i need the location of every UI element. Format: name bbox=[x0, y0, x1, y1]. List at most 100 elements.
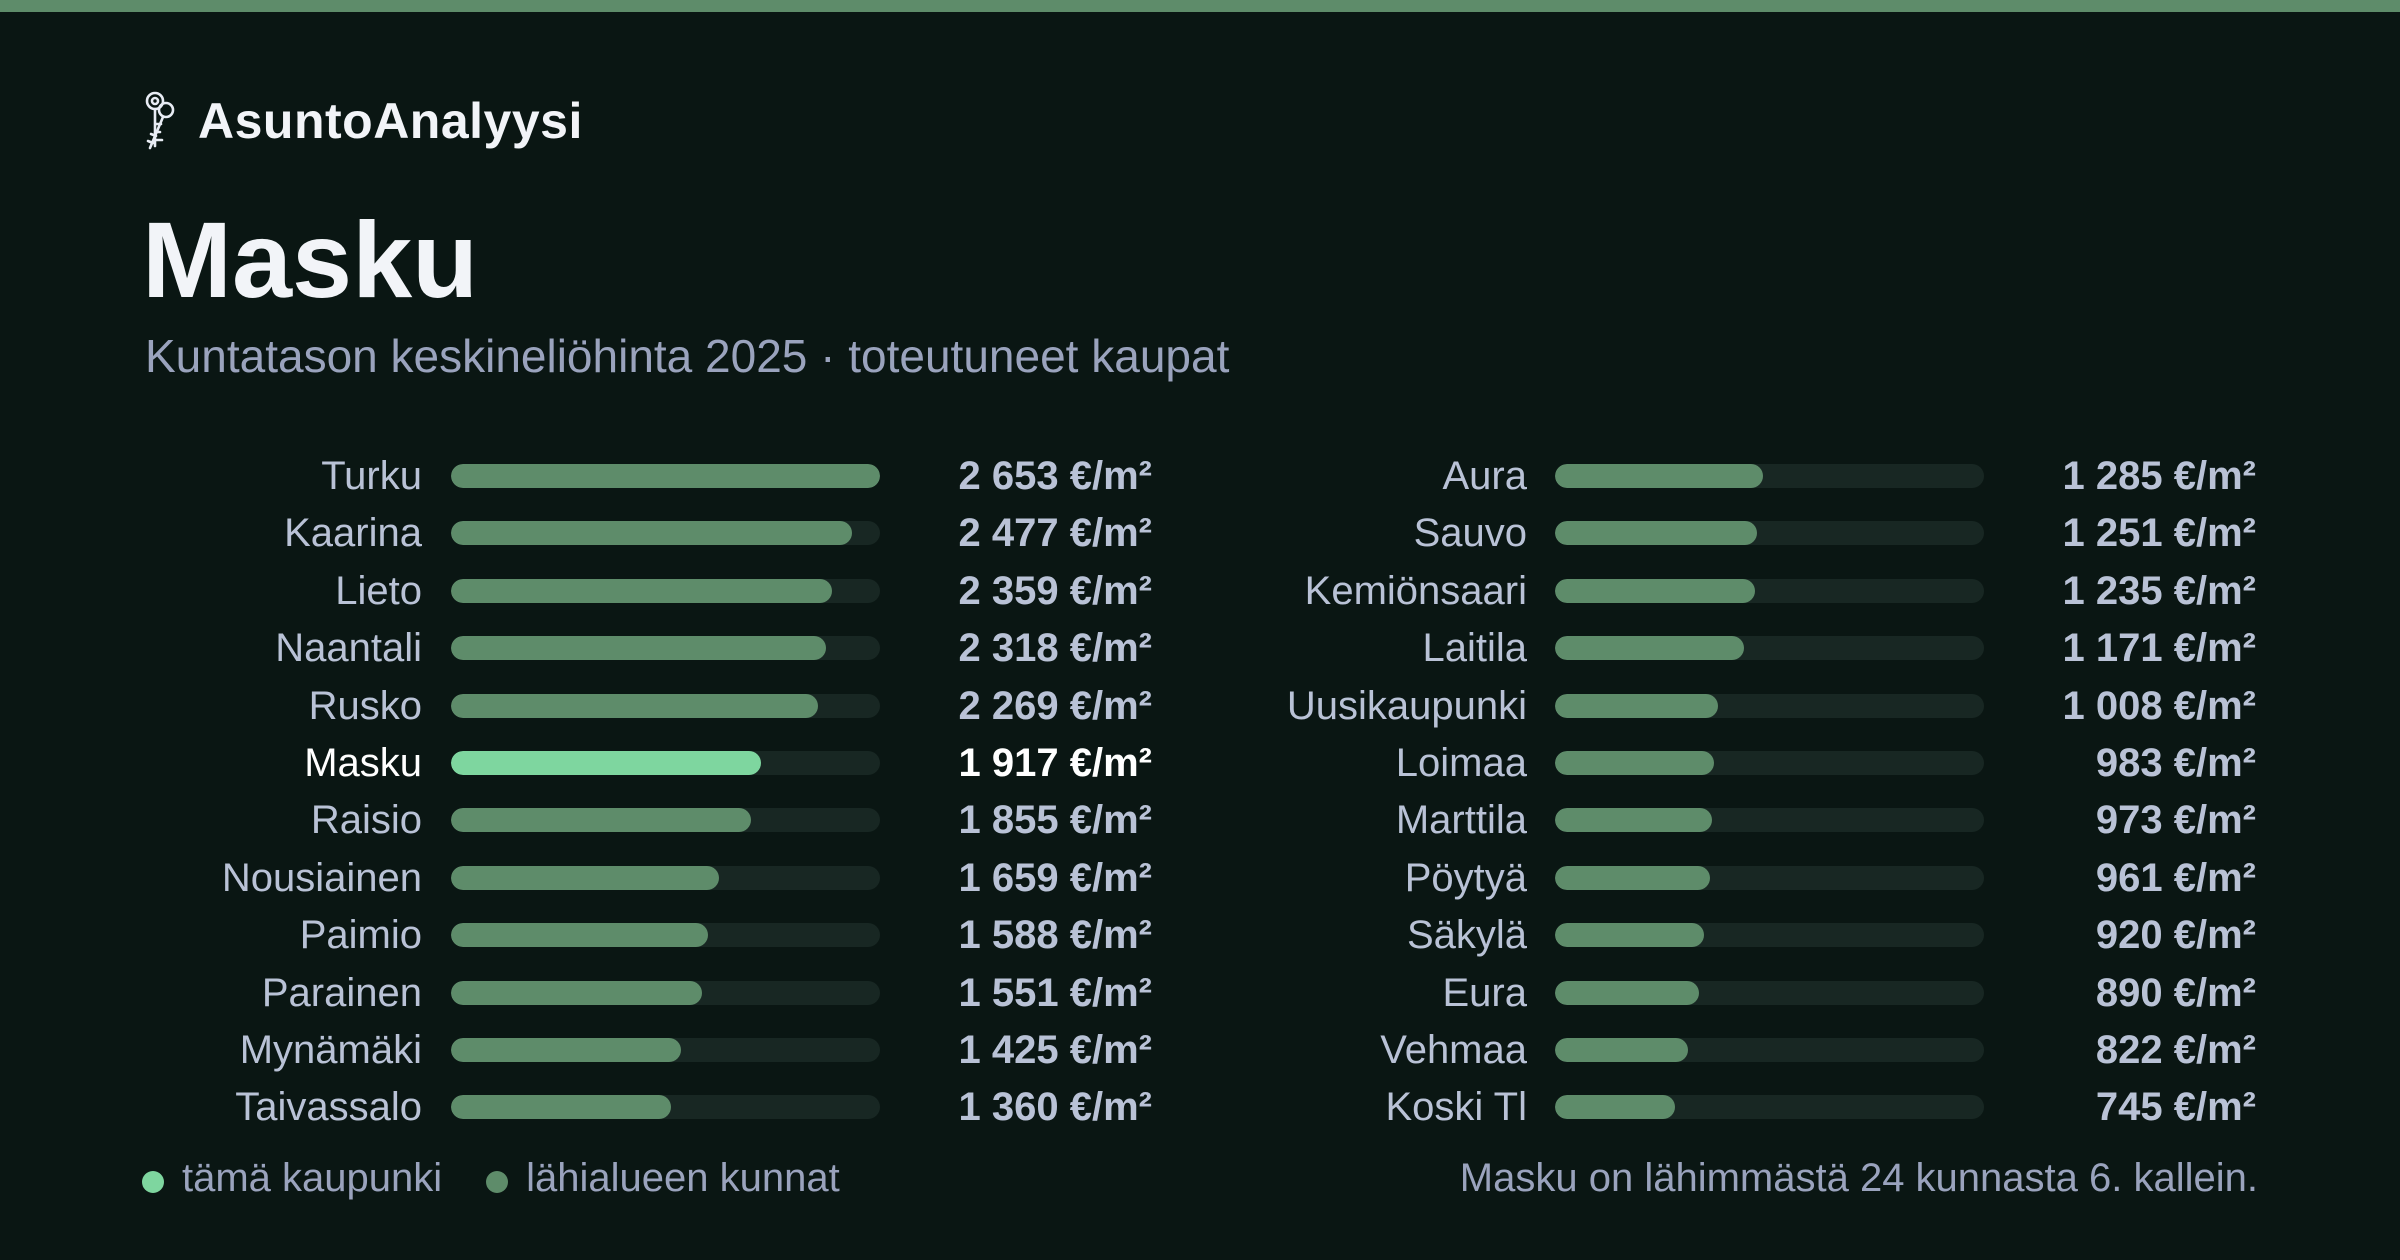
bar-value-label: 1 251 €/m² bbox=[2062, 511, 2256, 555]
bar-value-label: 1 008 €/m² bbox=[2062, 684, 2256, 728]
bar-value-label: 961 €/m² bbox=[2095, 856, 2256, 900]
bar-track bbox=[451, 751, 880, 775]
bar-track bbox=[1555, 579, 1984, 603]
bar-row: Aura 1 285 €/m² bbox=[1167, 448, 2257, 504]
bar-value-label: 1 917 €/m² bbox=[958, 741, 1152, 785]
bar-category-label: Laitila bbox=[1422, 626, 1527, 670]
bar-category-label: Raisio bbox=[310, 798, 422, 842]
bar-fill bbox=[1555, 1095, 1675, 1119]
bar-row: Sauvo 1 251 €/m² bbox=[1167, 505, 2256, 561]
bar-track bbox=[1555, 1095, 1984, 1119]
bar-value-label: 2 477 €/m² bbox=[958, 511, 1152, 555]
bar-row: Naantali 2 318 €/m² bbox=[62, 620, 1152, 676]
bar-value-label: 1 855 €/m² bbox=[958, 798, 1152, 842]
bar-row: Turku 2 653 €/m² bbox=[62, 448, 1152, 504]
bar-track bbox=[451, 923, 880, 947]
bar-value-label: 2 318 €/m² bbox=[958, 626, 1152, 670]
bar-fill bbox=[1555, 464, 1763, 488]
bar-track bbox=[451, 1095, 880, 1119]
bar-track bbox=[1555, 866, 1984, 890]
bar-value-label: 822 €/m² bbox=[2095, 1028, 2256, 1072]
bar-track bbox=[451, 464, 880, 488]
bar-track bbox=[451, 694, 880, 718]
bar-row: Rusko 2 269 €/m² bbox=[62, 678, 1152, 734]
bar-row: Mynämäki 1 425 €/m² bbox=[62, 1022, 1152, 1078]
bar-value-label: 983 €/m² bbox=[2095, 741, 2256, 785]
bar-category-label: Aura bbox=[1442, 454, 1528, 498]
top-accent-stripe bbox=[0, 0, 2400, 12]
bar-track bbox=[451, 579, 880, 603]
bar-row: Kaarina 2 477 €/m² bbox=[62, 505, 1152, 561]
bar-value-label: 1 235 €/m² bbox=[2062, 569, 2256, 613]
bar-row: Vehmaa 822 €/m² bbox=[1167, 1022, 2256, 1078]
bar-row: Säkylä 920 €/m² bbox=[1167, 907, 2256, 963]
bar-category-label: Pöytyä bbox=[1404, 856, 1527, 900]
bar-track bbox=[451, 981, 880, 1005]
bar-value-label: 920 €/m² bbox=[2095, 913, 2256, 957]
bar-fill bbox=[451, 464, 880, 488]
bar-value-label: 1 425 €/m² bbox=[958, 1028, 1152, 1072]
bar-row: Laitila 1 171 €/m² bbox=[1167, 620, 2256, 676]
bar-track bbox=[1555, 521, 1984, 545]
bar-fill bbox=[1555, 751, 1714, 775]
legend-dot-nearby bbox=[486, 1171, 509, 1193]
bar-value-label: 1 659 €/m² bbox=[958, 856, 1152, 900]
legend-item-nearby: lähialueen kunnat bbox=[486, 1156, 840, 1201]
bar-category-label: Nousiainen bbox=[221, 856, 422, 900]
legend-item-this-city: tämä kaupunki bbox=[142, 1156, 442, 1201]
bar-fill bbox=[451, 694, 818, 718]
bar-row: Taivassalo 1 360 €/m² bbox=[62, 1079, 1152, 1135]
bar-value-label: 2 269 €/m² bbox=[958, 684, 1152, 728]
bar-value-label: 1 588 €/m² bbox=[958, 913, 1152, 957]
bar-fill bbox=[1555, 694, 1718, 718]
bar-fill bbox=[451, 981, 702, 1005]
bar-value-label: 1 171 €/m² bbox=[2062, 626, 2256, 670]
legend-dot-highlight bbox=[142, 1171, 164, 1193]
bar-fill bbox=[1555, 866, 1710, 890]
bar-category-label: Turku bbox=[321, 454, 422, 498]
bar-category-label: Kaarina bbox=[284, 511, 422, 555]
bar-fill bbox=[1555, 981, 1699, 1005]
bar-category-label: Kemiönsaari bbox=[1304, 569, 1527, 613]
chart-legend: tämä kaupunki lähialueen kunnat bbox=[142, 1150, 884, 1206]
bar-value-label: 2 359 €/m² bbox=[958, 569, 1152, 613]
page-subtitle: Kuntatason keskineliöhinta 2025 · toteut… bbox=[145, 330, 1230, 382]
bar-value-label: 2 653 €/m² bbox=[958, 454, 1152, 498]
bar-row: Parainen 1 551 €/m² bbox=[62, 965, 1152, 1021]
bar-track bbox=[1555, 751, 1984, 775]
bar-value-label: 1 360 €/m² bbox=[958, 1085, 1152, 1129]
bar-fill bbox=[1555, 579, 1755, 603]
bar-category-label: Taivassalo bbox=[235, 1085, 422, 1129]
ranking-footnote: Masku on lähimmästä 24 kunnasta 6. kalle… bbox=[1459, 1156, 2258, 1200]
bar-category-label: Parainen bbox=[261, 971, 422, 1015]
bar-category-label: Masku bbox=[304, 741, 422, 785]
bar-value-label: 890 €/m² bbox=[2095, 971, 2256, 1015]
bar-track bbox=[1555, 923, 1984, 947]
bar-row: Pöytyä 961 €/m² bbox=[1167, 850, 2256, 906]
bar-fill bbox=[1555, 808, 1712, 832]
bar-track bbox=[1555, 694, 1984, 718]
bar-track bbox=[451, 636, 880, 660]
page-title: Masku bbox=[142, 199, 479, 320]
bar-category-label: Lieto bbox=[335, 569, 422, 613]
bar-track bbox=[451, 866, 880, 890]
bar-row: Nousiainen 1 659 €/m² bbox=[62, 850, 1152, 906]
bar-track bbox=[451, 521, 880, 545]
bar-category-label: Koski Tl bbox=[1385, 1085, 1527, 1129]
bar-fill bbox=[1555, 923, 1704, 947]
bar-track bbox=[1555, 636, 1984, 660]
bar-track bbox=[451, 1038, 880, 1062]
bar-fill bbox=[451, 808, 751, 832]
bar-row: Marttila 973 €/m² bbox=[1167, 792, 2256, 848]
bar-category-label: Eura bbox=[1442, 971, 1528, 1015]
bar-row: Paimio 1 588 €/m² bbox=[62, 907, 1152, 963]
bar-category-label: Loimaa bbox=[1395, 741, 1527, 785]
bar-category-label: Rusko bbox=[308, 684, 422, 728]
bar-row: Lieto 2 359 €/m² bbox=[62, 563, 1152, 619]
bar-fill bbox=[451, 751, 761, 775]
bar-fill bbox=[451, 1095, 671, 1119]
bar-value-label: 973 €/m² bbox=[2095, 798, 2256, 842]
bar-fill bbox=[451, 579, 832, 603]
bar-track bbox=[451, 808, 880, 832]
